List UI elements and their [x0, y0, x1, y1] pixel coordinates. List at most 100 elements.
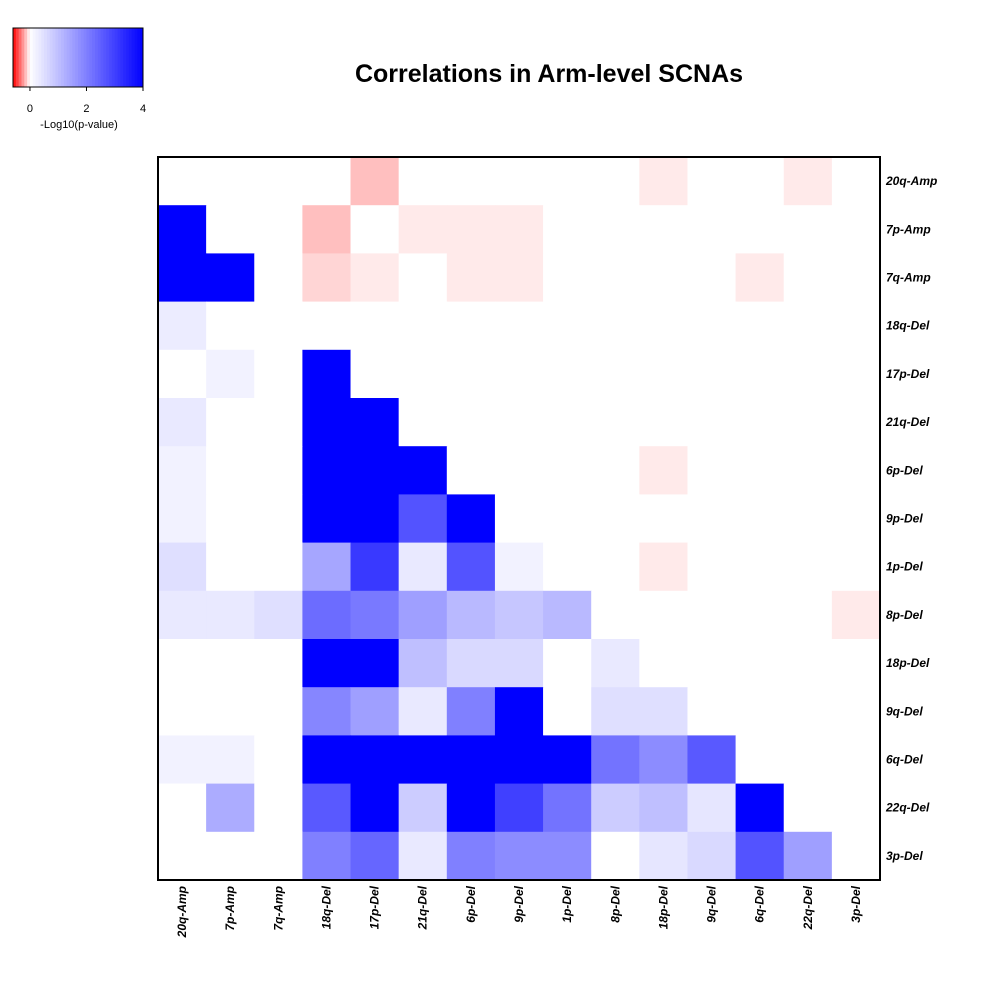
heatmap-cell	[302, 831, 352, 881]
heatmap-cell	[206, 590, 255, 640]
heatmap-cell	[254, 494, 303, 544]
heatmap-cell	[206, 349, 255, 399]
heatmap-cell	[398, 398, 448, 447]
heatmap-cell	[831, 253, 881, 303]
heatmap-cell	[831, 639, 881, 688]
heatmap-cell	[591, 831, 640, 881]
heatmap-cell	[591, 735, 640, 785]
heatmap-cell	[206, 542, 255, 592]
row-label: 3p-Del	[886, 849, 923, 863]
heatmap-cell	[783, 205, 833, 254]
colorbar-swatch	[97, 28, 102, 87]
heatmap-cell	[687, 639, 737, 688]
row-label: 9q-Del	[886, 704, 923, 718]
heatmap-cell	[350, 446, 400, 495]
heatmap-cell	[687, 205, 737, 254]
heatmap-cell	[831, 735, 881, 785]
colorbar-legend: 0 2 4 -Log10(p-value)	[12, 27, 146, 131]
heatmap-cell	[783, 157, 833, 206]
heatmap-cell	[831, 157, 881, 206]
heatmap-cell	[158, 831, 207, 881]
heatmap-cell	[783, 542, 833, 592]
colorbar-swatch	[63, 28, 68, 87]
heatmap-cell	[591, 542, 640, 592]
colorbar-swatch	[86, 28, 90, 87]
row-label: 7q-Amp	[886, 271, 931, 285]
heatmap-cell	[446, 446, 496, 495]
heatmap-cell	[735, 687, 785, 736]
heatmap-cell	[254, 735, 303, 785]
colorbar-swatch	[80, 28, 85, 87]
heatmap-cell	[543, 494, 592, 544]
row-label: 7p-Amp	[886, 222, 931, 236]
heatmap-cell	[446, 687, 496, 736]
heatmap-cell	[639, 590, 688, 640]
heatmap-cell	[591, 783, 640, 833]
heatmap-cell	[350, 590, 400, 640]
heatmap-cell	[206, 687, 255, 736]
heatmap-cell	[446, 349, 496, 399]
column-label: 18q-Del	[319, 885, 333, 929]
heatmap-cell	[543, 446, 592, 495]
heatmap-cell	[398, 735, 448, 785]
heatmap-cell	[446, 735, 496, 785]
heatmap-cell	[446, 253, 496, 303]
heatmap-cell	[398, 639, 448, 688]
heatmap-cell	[398, 687, 448, 736]
heatmap-cell	[591, 446, 640, 495]
column-label: 9p-Del	[512, 885, 526, 922]
colorbar-gradient	[13, 28, 144, 87]
heatmap-cell	[254, 831, 303, 881]
heatmap-cell	[158, 783, 207, 833]
colorbar-swatch	[92, 28, 96, 87]
x-axis-labels: 20q-Amp 7p-Amp 7q-Amp 18q-Del 17p-Del 21q-Del…	[175, 885, 863, 938]
heatmap-cell	[687, 831, 737, 881]
heatmap-cell	[591, 590, 640, 640]
heatmap-cell	[783, 253, 833, 303]
heatmap-cell	[302, 349, 352, 399]
colorbar-swatch	[114, 28, 118, 87]
colorbar-swatch	[109, 28, 113, 87]
heatmap-cell	[446, 157, 496, 206]
row-label: 18q-Del	[886, 319, 930, 333]
column-label: 1p-Del	[560, 885, 574, 922]
heatmap-cell	[494, 253, 544, 303]
heatmap-cell	[158, 735, 207, 785]
heatmap-cell	[302, 639, 352, 688]
heatmap-cell	[158, 349, 207, 399]
heatmap-cell	[831, 494, 881, 544]
colorbar-swatch	[94, 28, 99, 87]
heatmap-cell	[831, 783, 881, 833]
heatmap-cell	[735, 831, 785, 881]
heatmap-cell	[158, 157, 207, 206]
row-label: 6q-Del	[886, 753, 923, 767]
heatmap-cell	[254, 301, 303, 351]
heatmap-cell	[206, 253, 255, 303]
heatmap-grid	[158, 157, 881, 881]
colorbar-swatch	[131, 28, 135, 87]
heatmap-cell	[639, 446, 688, 495]
heatmap-cell	[350, 494, 400, 544]
heatmap-cell	[639, 735, 688, 785]
column-label: 3p-Del	[849, 885, 863, 922]
heatmap-cell	[639, 253, 688, 303]
heatmap-cell	[494, 398, 544, 447]
heatmap-cell	[206, 157, 255, 206]
heatmap-cell	[446, 494, 496, 544]
colorbar-swatch	[46, 28, 51, 87]
column-label: 6q-Del	[753, 885, 767, 922]
heatmap-cell	[350, 735, 400, 785]
heatmap-cell	[206, 301, 255, 351]
heatmap-cell	[831, 349, 881, 399]
colorbar-swatch	[49, 28, 53, 87]
heatmap-cell	[350, 301, 400, 351]
heatmap-cell	[543, 783, 592, 833]
heatmap-cell	[254, 542, 303, 592]
heatmap-cell	[831, 590, 881, 640]
heatmap-cell	[206, 494, 255, 544]
column-label: 22q-Del	[801, 885, 815, 930]
heatmap-cell	[735, 590, 785, 640]
colorbar-swatch	[89, 28, 93, 87]
heatmap-cell	[254, 783, 303, 833]
